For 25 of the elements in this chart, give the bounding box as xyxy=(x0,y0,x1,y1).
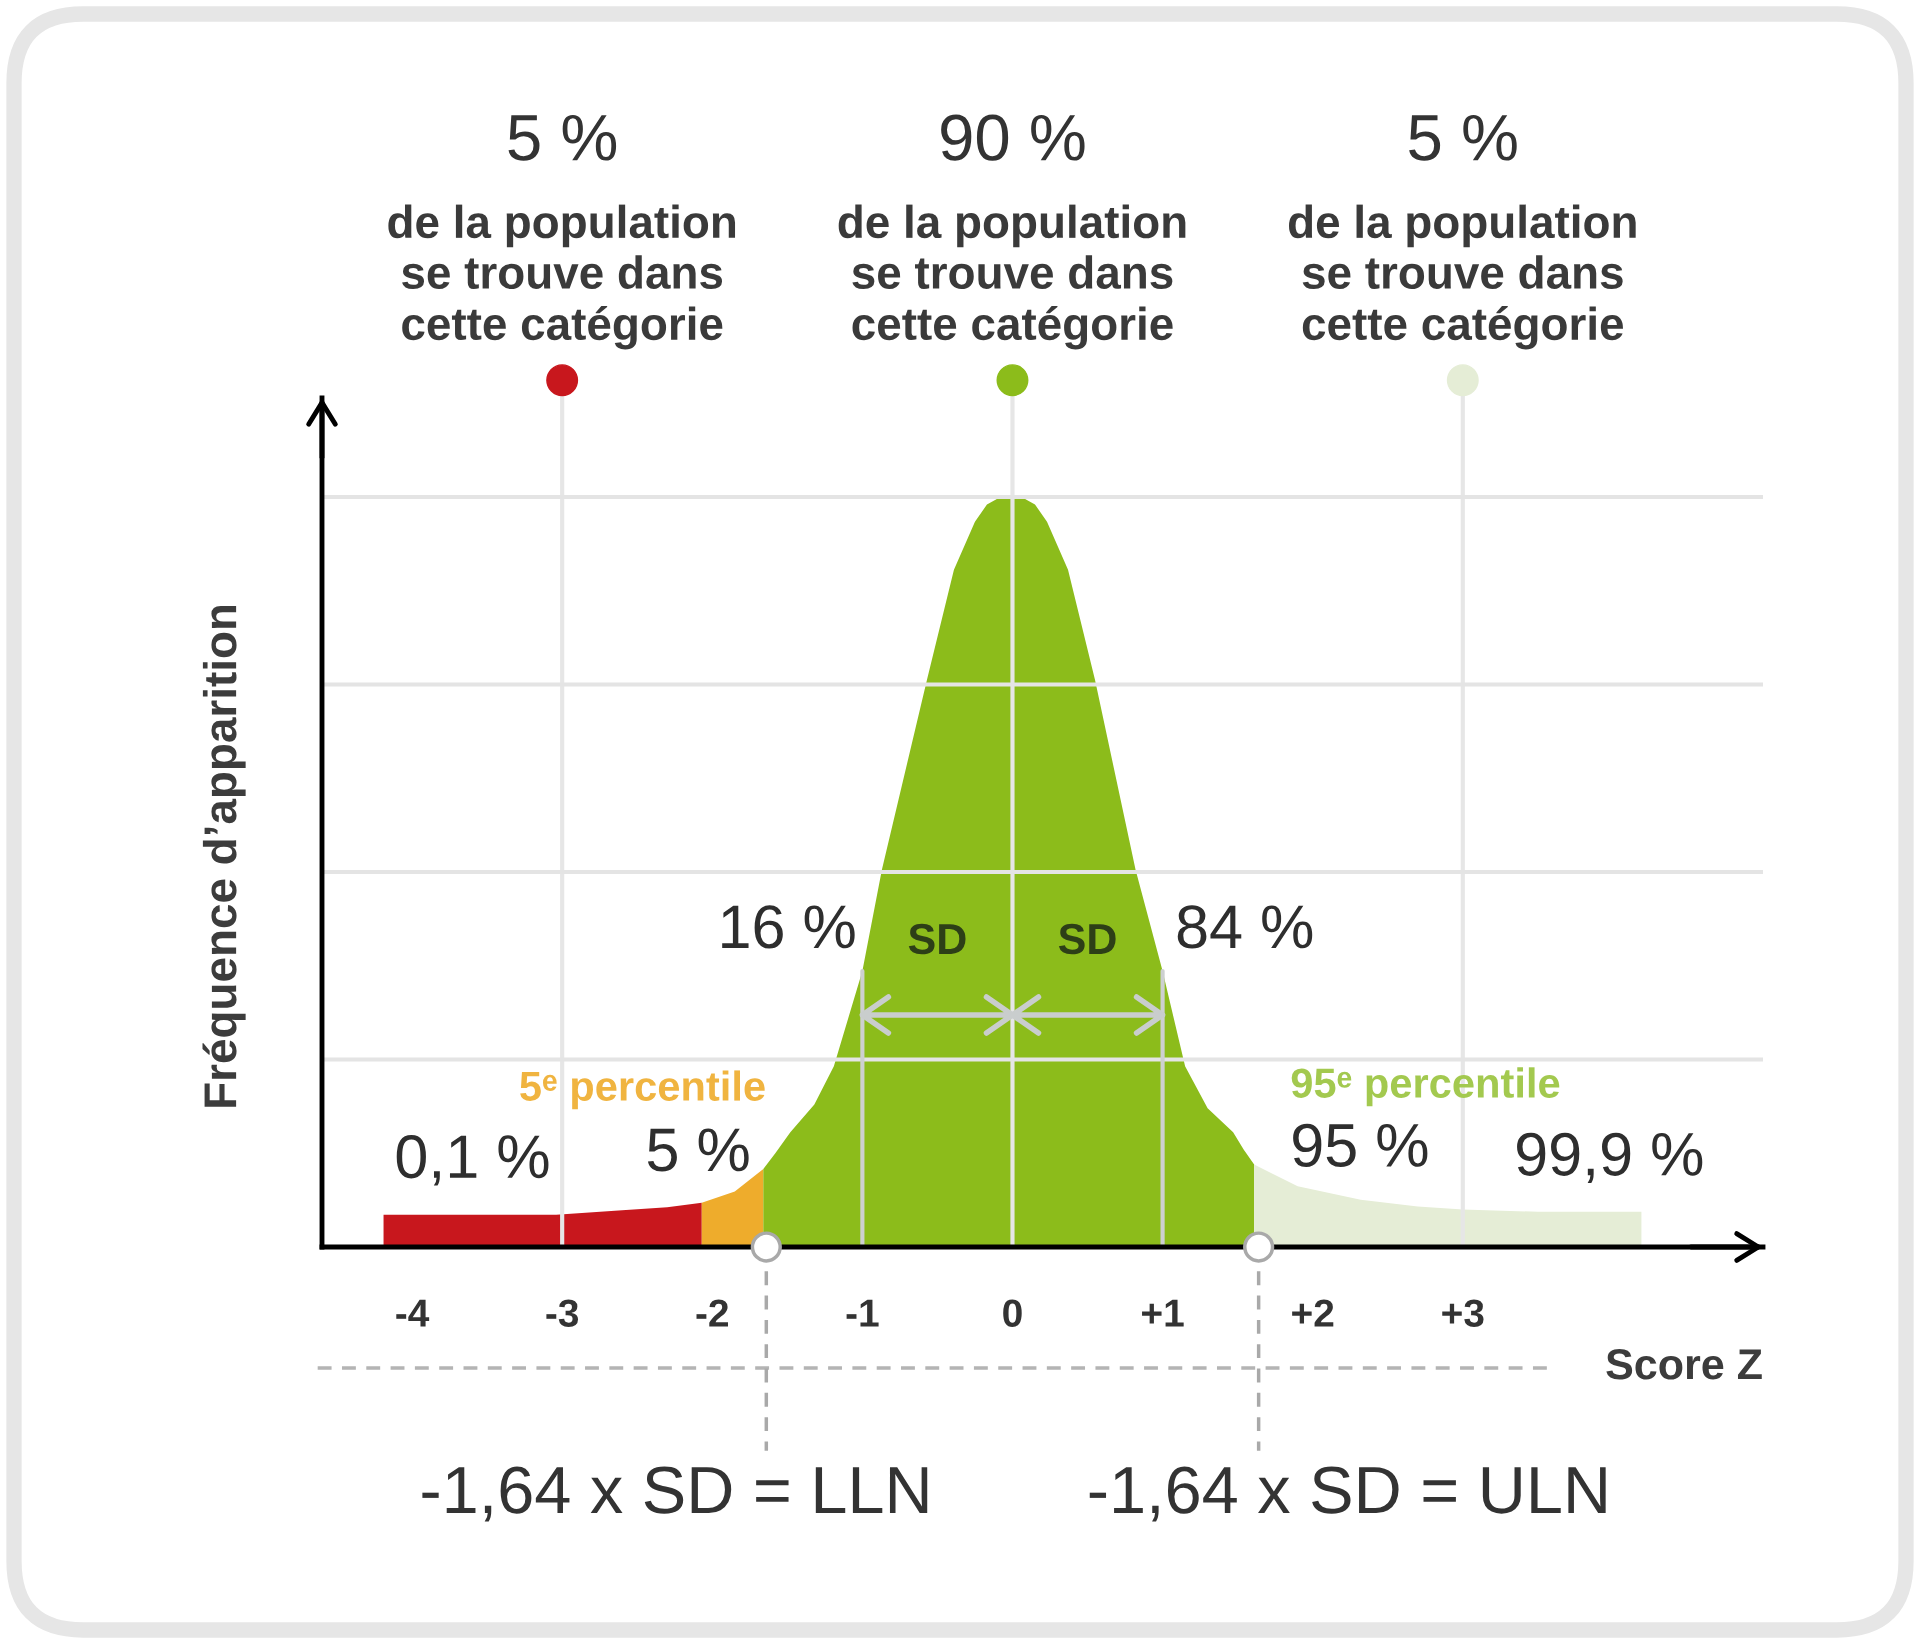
x-tick-label: 0 xyxy=(1003,1299,1022,1327)
ref-line-label: -1,64 x SD = ULN xyxy=(1089,1466,1606,1522)
x-tick-label: -1 xyxy=(846,1299,879,1327)
annotation: 5 % xyxy=(647,1128,749,1172)
annotation: SD xyxy=(908,923,966,955)
text: 90 % de la population se trouve dans cette catégorie xyxy=(838,114,1186,350)
text: 5 % de la population se trouve dans cette catégorie xyxy=(1289,114,1636,350)
annotation: 95 % xyxy=(1293,1123,1428,1168)
x-tick-label: -2 xyxy=(696,1299,728,1327)
annotation: 84 % xyxy=(1177,905,1313,949)
annotation: 16 % xyxy=(722,905,855,949)
ref-line-label: -1,64 x SD = LLN xyxy=(422,1466,928,1522)
text: 5 % de la population se trouve dans cette catégorie xyxy=(388,114,736,350)
x-tick-label: +3 xyxy=(1442,1299,1484,1328)
x-tick-label: +2 xyxy=(1292,1299,1334,1327)
annotation: SD xyxy=(1058,923,1116,955)
x-tick-label: -3 xyxy=(546,1299,579,1328)
annotation: 99,9 % xyxy=(1517,1132,1703,1184)
x-tick-label: -4 xyxy=(396,1299,430,1327)
x-axis-title: Score Z xyxy=(1606,1349,1762,1380)
annotation: 95ᵉ percentile xyxy=(1291,1067,1560,1107)
y-axis-title: Fréquence d’apparition xyxy=(202,605,246,1107)
x-tick-label: +1 xyxy=(1142,1299,1184,1327)
annotation: 5ᵉ percentile xyxy=(520,1070,765,1110)
annotation: 0,1 % xyxy=(396,1135,549,1186)
